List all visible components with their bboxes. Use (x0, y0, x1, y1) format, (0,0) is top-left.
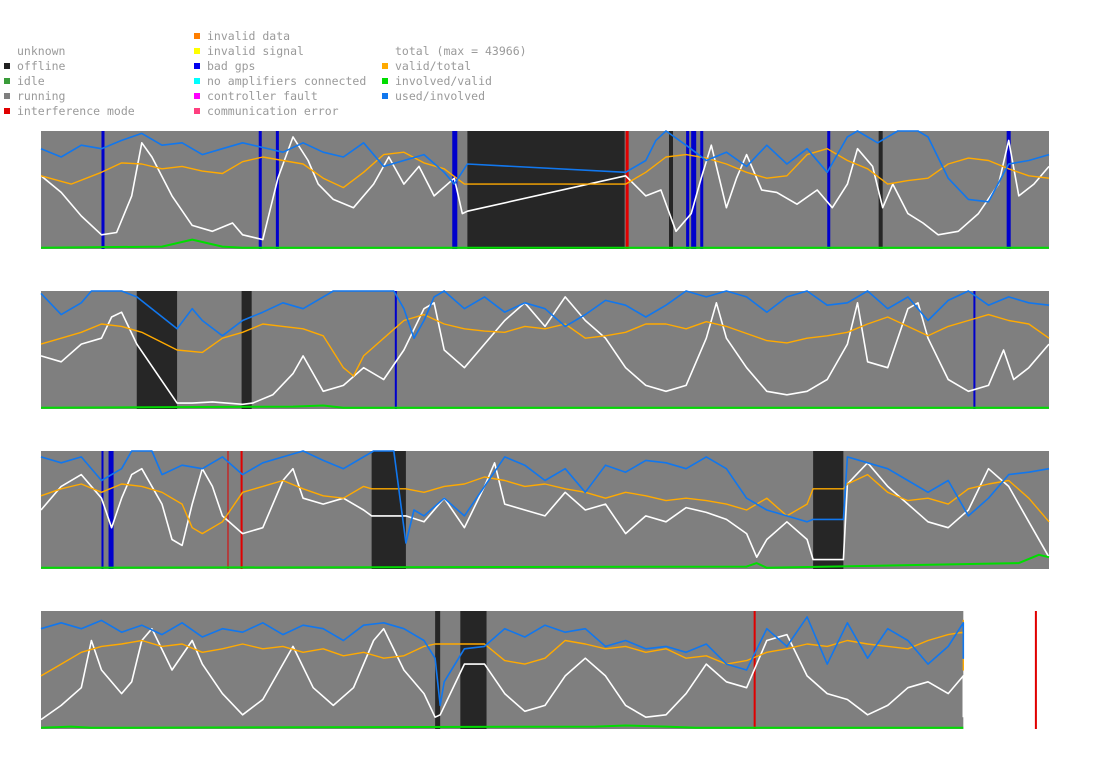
legend-involved-valid: involved/valid (382, 74, 492, 89)
interference-period (1034, 611, 1037, 729)
swatch-idle (4, 78, 10, 84)
bad-gps-period (452, 131, 458, 249)
valid-total-line (40, 148, 1050, 189)
offline-period (136, 291, 178, 409)
legend-running: running (4, 89, 65, 104)
bad-gps-period (1006, 131, 1011, 249)
legend-valid-total: valid/total (382, 59, 471, 74)
legend-unknown: unknown (4, 44, 65, 59)
strip-3 (40, 450, 1050, 569)
interference-period (240, 451, 243, 569)
legend-total: total (max = 43966) (382, 44, 527, 59)
total-line (40, 462, 1050, 561)
used-involved-line (40, 130, 1050, 203)
swatch-involved-valid (382, 78, 388, 84)
running-background (41, 291, 1049, 409)
legend-invalid-data: invalid data (194, 29, 290, 44)
involved-valid-line (40, 404, 1049, 409)
bad-gps-period (700, 131, 704, 249)
swatch-interference-mode (4, 108, 10, 114)
legend-communication-error: communication error (194, 104, 339, 119)
bad-gps-period (258, 131, 262, 249)
strip-4 (40, 611, 1037, 729)
bad-gps-period (691, 131, 697, 249)
legend-interference-mode: interference mode (4, 104, 135, 119)
involved-valid-line (40, 238, 1049, 249)
offline-period (467, 131, 625, 249)
bad-gps-period (827, 131, 831, 249)
swatch-invalid-signal (194, 48, 200, 54)
valid-total-line (40, 619, 964, 677)
swatch-offline (4, 63, 10, 69)
bad-gps-period (275, 131, 279, 249)
swatch-invalid-data (194, 33, 200, 39)
legend-offline: offline (4, 59, 65, 74)
interference-period (625, 131, 629, 249)
legend-bad-gps: bad gps (194, 59, 255, 74)
strip-2 (40, 290, 1050, 409)
offline-period (460, 611, 487, 729)
used-involved-line (40, 290, 1050, 339)
bad-gps-period (108, 451, 114, 569)
valid-total-line (40, 313, 1050, 377)
legend-used-involved: used/involved (382, 89, 485, 104)
offline-period (241, 291, 252, 409)
total-line (40, 296, 1050, 406)
bad-gps-period (686, 131, 690, 249)
swatch-controller-fault (194, 93, 200, 99)
legend-idle: idle (4, 74, 45, 89)
bad-gps-period (973, 291, 976, 409)
swatch-communication-error (194, 108, 200, 114)
offline-period (435, 611, 441, 729)
swatch-no-amplifiers (194, 78, 200, 84)
strip-1 (40, 130, 1050, 249)
offline-period (668, 131, 674, 249)
swatch-bad-gps (194, 63, 200, 69)
total-line (40, 136, 1050, 241)
swatch-valid-total (382, 63, 388, 69)
bad-gps-period (101, 451, 104, 569)
running-background (41, 611, 964, 729)
used-involved-line (40, 450, 1050, 544)
bad-gps-period (394, 291, 397, 409)
valid-total-line (40, 473, 1050, 535)
involved-valid-line (40, 553, 1050, 569)
bad-gps-period (101, 131, 105, 249)
swatch-used-involved (382, 93, 388, 99)
swatch-running (4, 93, 10, 99)
interference-period (227, 451, 229, 569)
offline-period (878, 131, 883, 249)
used-involved-line (40, 616, 965, 707)
running-background (41, 451, 1049, 569)
legend-invalid-signal: invalid signal (194, 44, 304, 59)
offline-period (813, 451, 844, 569)
offline-period (371, 451, 406, 569)
legend-no-amplifiers-connected: no amplifiers connected (194, 74, 366, 89)
legend-controller-fault: controller fault (194, 89, 318, 104)
total-line (40, 627, 965, 721)
involved-valid-line (40, 724, 964, 729)
